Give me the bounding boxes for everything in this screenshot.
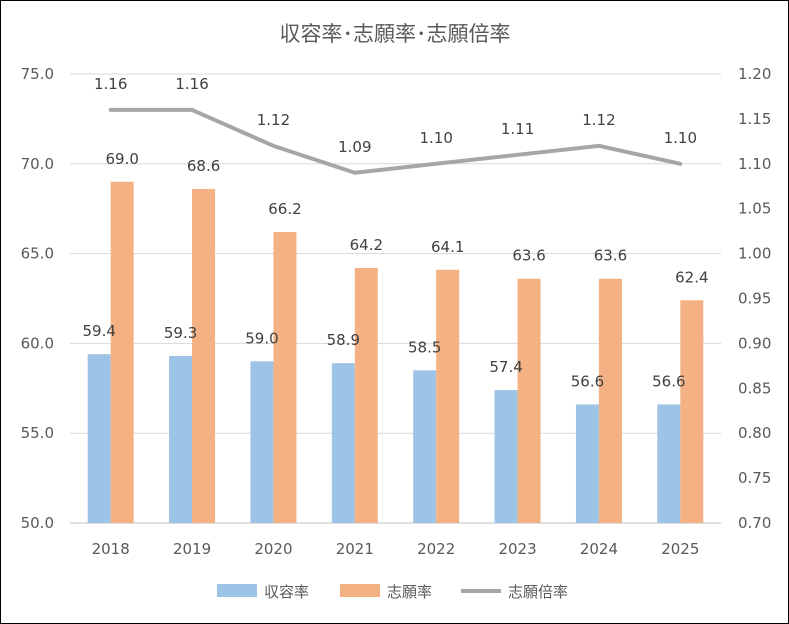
application-rate-bar bbox=[436, 269, 460, 523]
data-label: 1.09 bbox=[338, 138, 371, 156]
legend-item: 志願倍率 bbox=[461, 583, 568, 601]
x-tick-label: 2023 bbox=[498, 540, 536, 558]
chart-title: 収容率･志願率･志願倍率 bbox=[280, 22, 511, 46]
data-label: 64.2 bbox=[350, 236, 383, 254]
legend-label: 収容率 bbox=[264, 583, 309, 601]
application-rate-bar bbox=[110, 181, 134, 523]
y-left-tick-label: 65.0 bbox=[21, 245, 54, 263]
x-tick-label: 2019 bbox=[173, 540, 211, 558]
capacity-rate-bar bbox=[331, 363, 355, 523]
application-rate-bar bbox=[517, 278, 541, 523]
y-axis-right: 0.70 0.75 0.80 0.85 0.90 0.95 1.00 1.05 1.10 1.15… bbox=[738, 65, 771, 532]
y-right-tick-label: 1.20 bbox=[738, 65, 771, 83]
legend-item: 志願率 bbox=[340, 583, 432, 601]
application-rate-bar bbox=[598, 278, 622, 523]
data-label: 69.0 bbox=[105, 150, 138, 168]
data-labels: 59.4 59.3 59.0 58.9 58.5 57.4 56.6 56.6 69.0 68.6… bbox=[82, 75, 708, 391]
data-label: 56.6 bbox=[571, 372, 604, 390]
y-right-tick-label: 0.95 bbox=[738, 290, 771, 308]
y-right-tick-label: 1.05 bbox=[738, 200, 771, 218]
y-right-tick-label: 1.15 bbox=[738, 110, 771, 128]
capacity-rate-bar bbox=[575, 404, 599, 523]
y-right-tick-label: 1.10 bbox=[738, 155, 771, 173]
data-label: 59.4 bbox=[82, 322, 115, 340]
legend-item: 収容率 bbox=[217, 583, 309, 601]
y-right-tick-label: 0.70 bbox=[738, 514, 771, 532]
y-right-tick-label: 0.75 bbox=[738, 469, 771, 487]
data-label: 68.6 bbox=[187, 157, 220, 175]
data-label: 1.16 bbox=[94, 75, 127, 93]
data-label: 57.4 bbox=[489, 358, 522, 376]
y-right-tick-label: 1.00 bbox=[738, 245, 771, 263]
y-axis-left: 50.0 55.0 60.0 65.0 70.0 75.0 bbox=[21, 65, 54, 532]
capacity-rate-bar bbox=[87, 354, 111, 523]
legend-swatch bbox=[217, 584, 257, 597]
gridlines bbox=[70, 73, 721, 524]
capacity-rate-bar bbox=[413, 370, 437, 523]
data-label: 1.12 bbox=[257, 111, 290, 129]
data-label: 63.6 bbox=[594, 247, 627, 265]
data-label: 1.16 bbox=[175, 75, 208, 93]
bars bbox=[87, 181, 704, 523]
x-axis: 2018 2019 2020 2021 2022 2023 2024 2025 bbox=[92, 540, 700, 558]
x-tick-label: 2025 bbox=[661, 540, 699, 558]
x-tick-label: 2020 bbox=[254, 540, 292, 558]
y-left-tick-label: 70.0 bbox=[21, 155, 54, 173]
y-left-tick-label: 55.0 bbox=[21, 424, 54, 442]
data-label: 56.6 bbox=[652, 372, 685, 390]
legend: 収容率 志願率 志願倍率 bbox=[217, 583, 568, 601]
data-label: 59.3 bbox=[164, 324, 197, 342]
data-label: 58.5 bbox=[408, 338, 441, 356]
legend-label: 志願率 bbox=[387, 583, 432, 601]
x-tick-label: 2018 bbox=[92, 540, 130, 558]
y-right-tick-label: 0.90 bbox=[738, 334, 771, 352]
data-label: 1.12 bbox=[582, 111, 615, 129]
application-rate-bar bbox=[354, 267, 378, 523]
y-left-tick-label: 60.0 bbox=[21, 334, 54, 352]
application-rate-bar bbox=[192, 188, 216, 523]
capacity-rate-bar bbox=[169, 355, 193, 523]
x-tick-label: 2024 bbox=[580, 540, 618, 558]
data-label: 62.4 bbox=[675, 268, 708, 286]
ratio-series-line bbox=[108, 107, 683, 175]
legend-label: 志願倍率 bbox=[508, 583, 568, 601]
capacity-rate-bar bbox=[250, 361, 274, 523]
application-rate-bar bbox=[680, 300, 704, 523]
data-label: 63.6 bbox=[512, 247, 545, 265]
capacity-rate-bar bbox=[657, 404, 681, 523]
legend-swatch bbox=[340, 584, 380, 597]
x-tick-label: 2022 bbox=[417, 540, 455, 558]
y-left-tick-label: 50.0 bbox=[21, 514, 54, 532]
data-label: 1.10 bbox=[664, 129, 697, 147]
y-right-tick-label: 0.80 bbox=[738, 424, 771, 442]
data-label: 59.0 bbox=[245, 329, 278, 347]
application-rate-bar bbox=[273, 232, 297, 523]
data-label: 66.2 bbox=[268, 200, 301, 218]
data-label: 1.11 bbox=[501, 120, 534, 138]
data-label: 64.1 bbox=[431, 238, 464, 256]
x-tick-label: 2021 bbox=[336, 540, 374, 558]
y-right-tick-label: 0.85 bbox=[738, 379, 771, 397]
data-label: 58.9 bbox=[327, 331, 360, 349]
y-left-tick-label: 75.0 bbox=[21, 65, 54, 83]
ratio-line bbox=[108, 107, 683, 175]
capacity-rate-bar bbox=[494, 390, 518, 523]
data-label: 1.10 bbox=[419, 129, 452, 147]
